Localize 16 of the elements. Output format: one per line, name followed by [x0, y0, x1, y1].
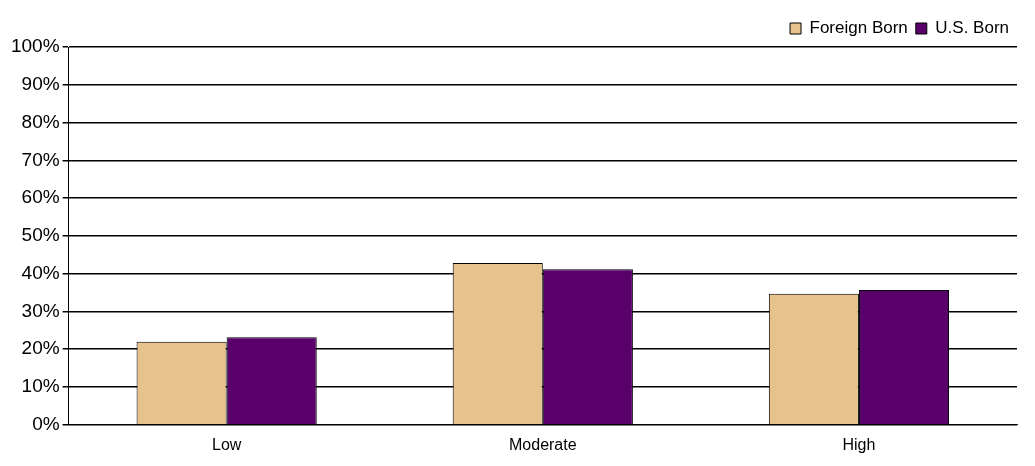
y-tick-label: 0% [32, 413, 60, 435]
y-tick-label: 90% [21, 73, 60, 95]
x-tick-label: High [842, 435, 876, 453]
legend-label: Foreign Born [809, 18, 908, 38]
y-tick-label: 10% [21, 375, 60, 397]
y-tick-label: 20% [21, 337, 60, 359]
x-tick-label: Moderate [509, 435, 577, 453]
y-tick-label: 70% [21, 148, 60, 170]
y-tick-label: 60% [21, 186, 60, 208]
x-tick-label: Low [211, 435, 242, 453]
y-tick-label: 80% [21, 110, 60, 132]
y-tick-label: 30% [21, 299, 60, 321]
y-tick-label: 100% [10, 35, 60, 57]
legend-label: U.S. Born [935, 18, 1010, 38]
y-tick-label: 40% [21, 261, 60, 283]
y-tick-label: 50% [21, 224, 60, 246]
